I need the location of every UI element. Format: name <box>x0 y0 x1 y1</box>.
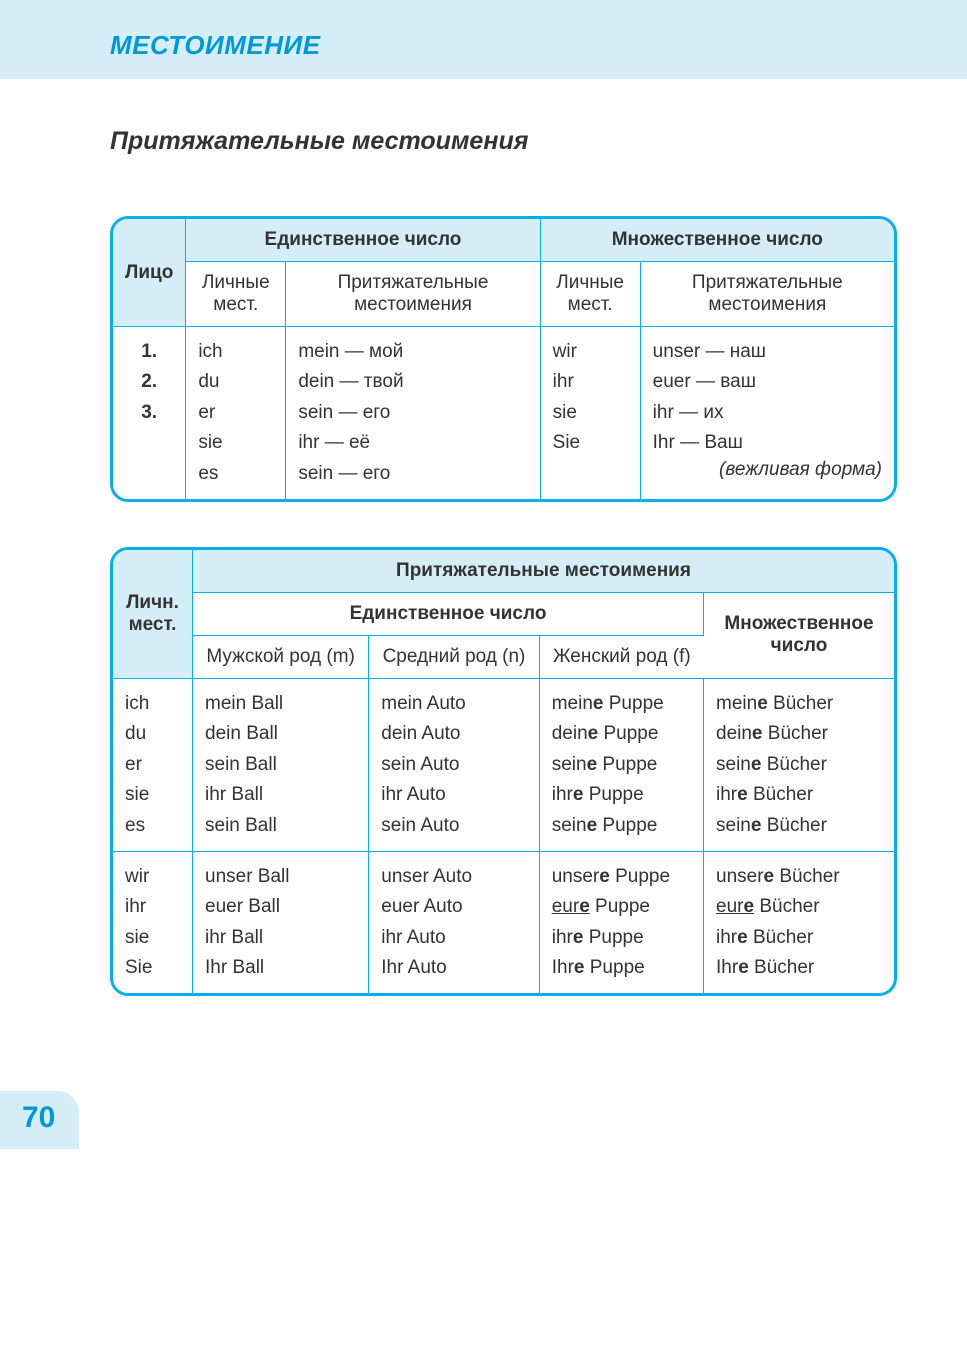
page-number-badge: 70 <box>0 1091 79 1149</box>
table-row: 1. 2. 3. ich du er sie es mein — мой dei… <box>113 327 894 499</box>
page-number: 70 <box>22 1101 55 1134</box>
th-plural: Множественное число <box>541 219 894 262</box>
cell-persons: 1. 2. 3. <box>113 327 186 499</box>
cell-masc-b: unser Ball euer Ball ihr Ball Ihr Ball <box>193 852 369 994</box>
th-person: Лицо <box>113 219 186 327</box>
th-personal-sg: Личные мест. <box>186 262 286 327</box>
cell-pl-personal: wir ihr sie Sie <box>541 327 641 499</box>
table-possessive-overview: Лицо Единственное число Множественное чи… <box>110 216 897 502</box>
th-possessive-sg: Притяжательные местоимения <box>286 262 540 327</box>
th-plural: Множественное число <box>704 593 894 679</box>
cell-neut-a: mein Auto dein Auto sein Auto ihr Auto s… <box>369 679 539 852</box>
table-row: Личные мест. Притяжательные местоимения … <box>113 262 894 327</box>
subtitle: Притяжательные местоимения <box>110 127 897 156</box>
table-row: wir ihr sie Sie unser Ball euer Ball ihr… <box>113 852 894 994</box>
cell-sg-possessive: mein — мой dein — твой sein — его ihr — … <box>286 327 540 499</box>
cell-plur-b: unsere Büchereure Bücherihre BücherIhre … <box>704 852 894 994</box>
table-row: ich du er sie es mein Ball dein Ball sei… <box>113 679 894 852</box>
th-possessive: Притяжательные местоимения <box>193 550 894 593</box>
th-possessive-pl: Притяжательные местоимения <box>641 262 894 327</box>
header-band: МЕСТОИМЕНИЕ <box>0 0 967 79</box>
th-masc: Мужской род (m) <box>193 636 369 679</box>
cell-pron-b: wir ihr sie Sie <box>113 852 193 994</box>
cell-pron-a: ich du er sie es <box>113 679 193 852</box>
th-neut: Средний род (n) <box>369 636 539 679</box>
cell-pl-possessive: unser — наш euer — ваш ihr — их Ihr — Ва… <box>641 327 894 499</box>
cell-neut-b: unser Auto euer Auto ihr Auto Ihr Auto <box>369 852 539 994</box>
table-possessive-declension: Личн. мест. Притяжательные местоимения Е… <box>110 547 897 997</box>
cell-fem-a: meine Puppedeine Puppeseine Puppeihre Pu… <box>540 679 704 852</box>
table-row: Личн. мест. Притяжательные местоимения <box>113 550 894 593</box>
cell-sg-personal: ich du er sie es <box>186 327 286 499</box>
th-personal-short: Личн. мест. <box>113 550 193 679</box>
cell-fem-b: unsere Puppeeure Puppeihre PuppeIhre Pup… <box>540 852 704 994</box>
page-section-title: МЕСТОИМЕНИЕ <box>110 30 967 61</box>
cell-plur-a: meine Bücherdeine Bücherseine Bücherihre… <box>704 679 894 852</box>
table-row: Лицо Единственное число Множественное чи… <box>113 219 894 262</box>
polite-note: (вежливая форма) <box>653 459 882 481</box>
th-singular: Единственное число <box>193 593 704 636</box>
th-fem: Женский род (f) <box>540 636 704 679</box>
page-content: Притяжательные местоимения Лицо Единстве… <box>0 79 967 1081</box>
cell-masc-a: mein Ball dein Ball sein Ball ihr Ball s… <box>193 679 369 852</box>
th-personal-pl: Личные мест. <box>541 262 641 327</box>
th-singular: Единственное число <box>186 219 540 262</box>
table-row: Единственное число Множественное число <box>113 593 894 636</box>
